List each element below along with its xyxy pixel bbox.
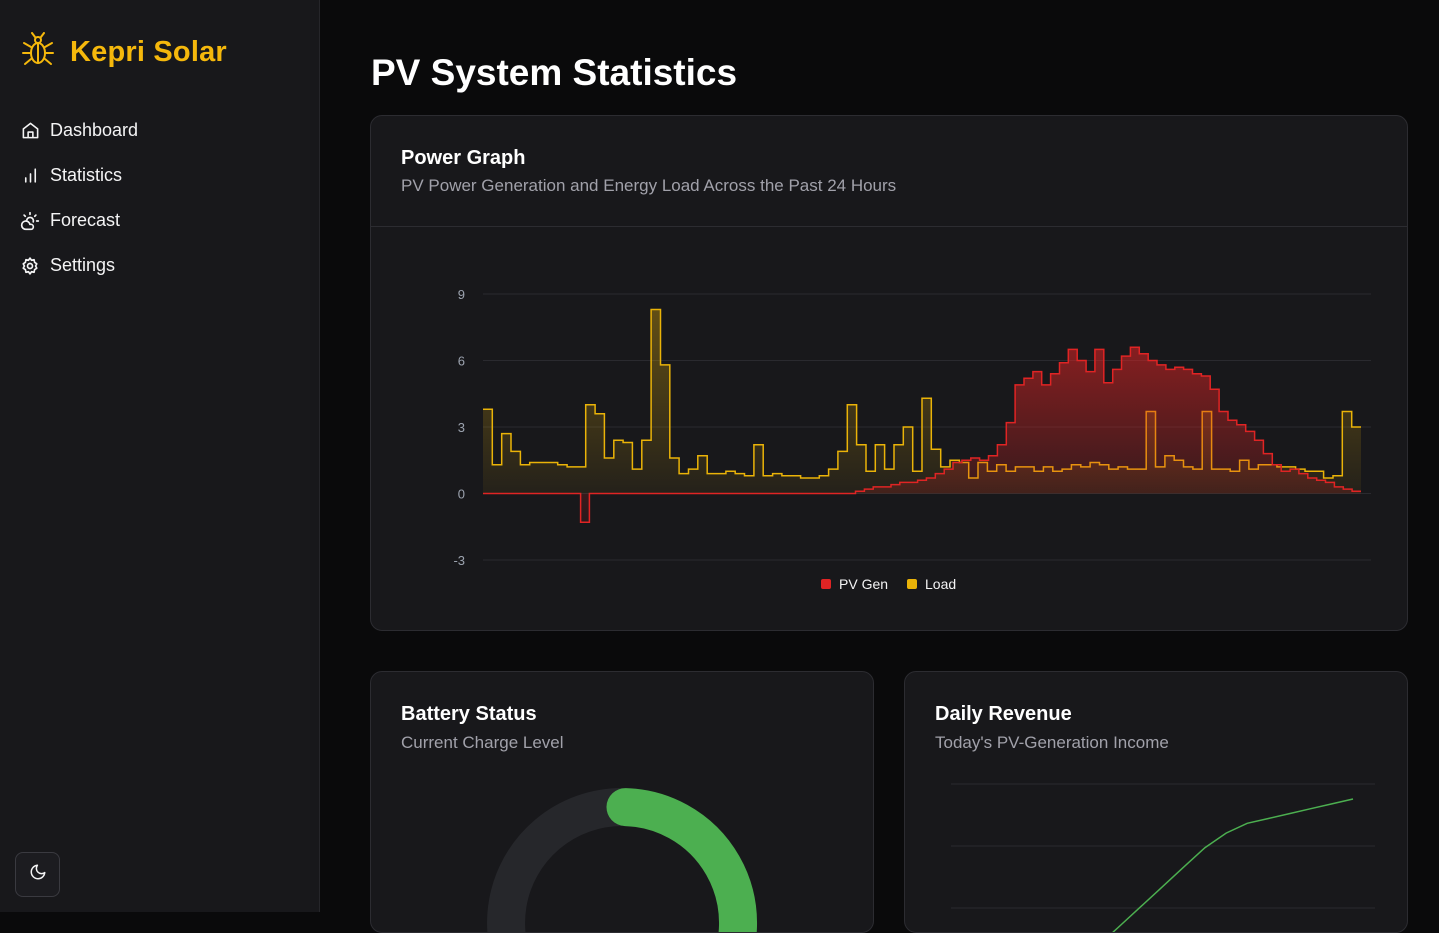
card-title: Power Graph: [401, 147, 526, 169]
brand[interactable]: Kepri Solar: [20, 32, 227, 73]
sidebar-item-dashboard[interactable]: Dashboard: [20, 108, 138, 153]
legend-swatch: [907, 579, 917, 589]
card-title: Battery Status: [401, 703, 537, 725]
y-tick-label: 3: [458, 420, 465, 435]
main-content: PV System Statistics Power Graph PV Powe…: [320, 0, 1439, 933]
y-axis-ticks: 9 6 3 0 -3: [453, 287, 465, 568]
sidebar-nav: Dashboard Statistics Forecast Settings: [20, 108, 138, 288]
sidebar-item-settings[interactable]: Settings: [20, 243, 138, 288]
brand-name: Kepri Solar: [70, 36, 227, 68]
sidebar: Kepri Solar Dashboard Statistics Forecas…: [0, 0, 320, 912]
card-subtitle: Current Charge Level: [401, 733, 564, 752]
moon-icon: [29, 863, 47, 886]
sun-cloud-icon: [20, 211, 40, 231]
sidebar-item-label: Forecast: [50, 210, 121, 230]
series-line-pv-gen: [483, 346, 1361, 524]
y-tick-label: 0: [458, 487, 465, 502]
page-title: PV System Statistics: [371, 52, 738, 93]
home-icon: [20, 121, 40, 141]
battery-gauge: [487, 788, 757, 932]
sidebar-item-label: Statistics: [50, 165, 123, 185]
theme-toggle-button[interactable]: [15, 852, 60, 897]
power-graph-card: Power Graph PV Power Generation and Ener…: [370, 115, 1408, 631]
legend-label[interactable]: Load: [925, 576, 956, 592]
revenue-line: [1112, 798, 1354, 932]
y-tick-label: -3: [453, 553, 465, 568]
card-title: Daily Revenue: [935, 703, 1072, 725]
daily-revenue-card: Daily Revenue Today's PV-Generation Inco…: [904, 671, 1408, 933]
y-tick-label: 6: [458, 354, 465, 369]
gear-icon: [20, 256, 40, 276]
gauge-remainder-arc: [487, 788, 623, 932]
sidebar-item-statistics[interactable]: Statistics: [20, 153, 138, 198]
sidebar-item-label: Dashboard: [50, 120, 139, 140]
card-divider: [371, 226, 1407, 227]
card-subtitle: PV Power Generation and Energy Load Acro…: [401, 176, 897, 195]
chart-legend[interactable]: PV Gen Load: [821, 576, 956, 592]
revenue-chart: [951, 783, 1375, 932]
bar-chart-icon: [20, 166, 40, 186]
legend-swatch: [821, 579, 831, 589]
chart-series: [483, 308, 1361, 524]
card-subtitle: Today's PV-Generation Income: [935, 733, 1169, 752]
sidebar-item-forecast[interactable]: Forecast: [20, 198, 138, 243]
y-tick-label: 9: [458, 287, 465, 302]
gauge-charge-arc: [606, 788, 757, 932]
power-graph-chart[interactable]: 9 6 3 0 -3 PV Gen Load: [371, 228, 1407, 628]
series-area-pv-gen: [483, 347, 1361, 523]
sidebar-item-label: Settings: [50, 255, 116, 275]
scarab-beetle-icon: [20, 32, 56, 73]
legend-label[interactable]: PV Gen: [839, 576, 888, 592]
battery-status-card: Battery Status Current Charge Level: [370, 671, 874, 933]
